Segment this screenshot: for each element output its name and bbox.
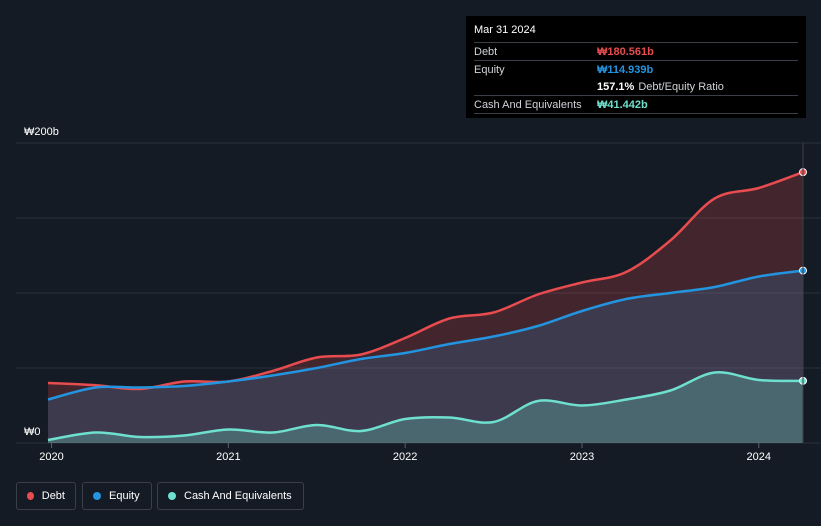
series-lines — [47, 170, 804, 442]
tooltip-debt-value: ₩180.561b — [597, 45, 654, 58]
tooltip-row-debt: Debt ₩180.561b — [474, 42, 798, 60]
tooltip-row-ratio: 157.1% Debt/Equity Ratio — [474, 78, 798, 95]
legend-debt-toggle[interactable]: Debt — [16, 482, 76, 510]
y-axis-top-label: ₩200b — [24, 126, 59, 138]
tooltip-cash-label: Cash And Equivalents — [474, 98, 582, 111]
tooltip-equity-value: ₩114.939b — [597, 63, 654, 76]
tooltip-row-cash: Cash And Equivalents ₩41.442b — [474, 95, 798, 114]
tooltip-ratio-suffix: Debt/Equity Ratio — [638, 80, 724, 93]
data-tooltip: Mar 31 2024 Debt ₩180.561b Equity ₩114.9… — [466, 16, 806, 118]
x-axis-ticks: 2020 2021 2022 2023 2024 — [39, 443, 771, 463]
cash-and-equivalents-line — [47, 371, 804, 442]
tooltip-equity-label: Equity — [474, 63, 505, 76]
legend-cash-toggle[interactable]: Cash And Equivalents — [157, 482, 304, 510]
debt-line — [47, 170, 804, 391]
equity-area — [48, 270, 803, 443]
legend-cash-label: Cash And Equivalents — [184, 490, 292, 502]
x-tick-label: 2023 — [570, 451, 594, 463]
tooltip-ratio-value: 157.1% — [597, 80, 635, 93]
y-axis-bottom-label: ₩0 — [24, 426, 41, 438]
tooltip-debt-label: Debt — [474, 45, 498, 58]
tooltip-date: Mar 31 2024 — [474, 24, 536, 36]
series-areas — [48, 172, 803, 443]
debt-area — [48, 172, 803, 443]
x-tick-label: 2022 — [393, 451, 417, 463]
tooltip-row-equity: Equity ₩114.939b — [474, 60, 798, 78]
legend-equity-toggle[interactable]: Equity — [82, 482, 152, 510]
x-tick-label: 2024 — [747, 451, 771, 463]
equity-line — [47, 269, 804, 401]
legend-cash-dot-icon — [168, 492, 176, 500]
legend-debt-dot-icon — [27, 492, 34, 500]
cash-and-equivalents-area — [48, 372, 803, 443]
legend-equity-label: Equity — [109, 490, 140, 502]
grid-lines — [16, 142, 821, 444]
tooltip-cash-value: ₩41.442b — [597, 98, 648, 111]
legend-equity-dot-icon — [93, 492, 101, 500]
x-tick-label: 2021 — [216, 451, 240, 463]
legend-debt-label: Debt — [41, 490, 65, 502]
x-tick-label: 2020 — [39, 451, 63, 463]
